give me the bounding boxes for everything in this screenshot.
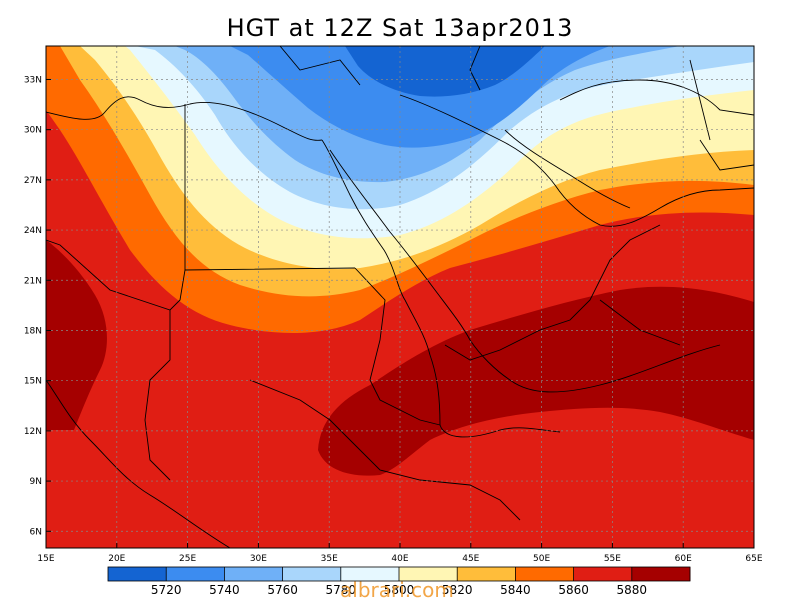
colorbar-label: 5800 [384, 583, 415, 597]
x-tick-label: 65E [745, 554, 762, 564]
colorbar-swatch [515, 567, 575, 581]
x-tick-label: 15E [37, 554, 54, 564]
colorbar-label: 5840 [500, 583, 531, 597]
x-tick-label: 30E [250, 554, 267, 564]
x-tick-label: 55E [604, 554, 621, 564]
colorbar-swatch [399, 567, 458, 581]
x-tick-label: 25E [179, 554, 196, 564]
x-tick-label: 20E [108, 554, 125, 564]
colorbar-swatch [340, 567, 400, 581]
y-tick-label: 24N [24, 226, 42, 236]
x-tick-label: 45E [462, 554, 479, 564]
watermark-text: albrari.com [340, 578, 454, 602]
y-tick-label: 21N [24, 276, 42, 286]
colorbar-swatch [224, 567, 284, 581]
colorbar-swatch [166, 567, 225, 581]
colorbar: 5720 5740 5760 5780 5800 5820 5840 5860 5880 [107, 566, 691, 597]
x-tick-label: 60E [675, 554, 692, 564]
grid-lines [46, 46, 754, 548]
x-tick-label: 50E [533, 554, 550, 564]
map-title: HGT at 12Z Sat 13apr2013 [226, 14, 574, 42]
colorbar-swatch [631, 567, 691, 581]
y-tick-label: 27N [24, 176, 42, 186]
x-tick-label: 40E [391, 554, 408, 564]
colorbar-swatch [108, 567, 167, 581]
coastlines [46, 46, 754, 548]
x-tick-label: 35E [321, 554, 338, 564]
y-tick-label: 30N [24, 126, 42, 136]
band-below-5720 [345, 46, 545, 97]
y-axis-ticks: 6N 9N 12N 15N 18N 21N 24N 27N 30N 33N [24, 75, 51, 537]
colorbar-swatch [457, 567, 516, 581]
y-tick-label: 9N [30, 477, 42, 487]
colorbar-label: 5760 [267, 583, 298, 597]
colorbar-label: 5860 [558, 583, 589, 597]
band-above-5880 [318, 286, 754, 476]
y-tick-label: 6N [30, 527, 42, 537]
x-axis-ticks: 15E 20E 25E 30E 35E 40E 45E 50E 55E 60E 65E [37, 543, 763, 564]
y-tick-label: 18N [24, 326, 42, 336]
y-tick-label: 12N [24, 427, 42, 437]
colorbar-label: 5720 [151, 583, 182, 597]
band-above-5880-west [46, 240, 107, 430]
colorbar-swatch [573, 567, 633, 581]
y-tick-label: 15N [24, 377, 42, 387]
colorbar-label: 5820 [442, 583, 473, 597]
colorbar-label: 5780 [326, 583, 357, 597]
colorbar-label: 5740 [209, 583, 240, 597]
colorbar-label: 5880 [617, 583, 648, 597]
y-tick-label: 33N [24, 75, 42, 85]
colorbar-swatch [282, 567, 342, 581]
